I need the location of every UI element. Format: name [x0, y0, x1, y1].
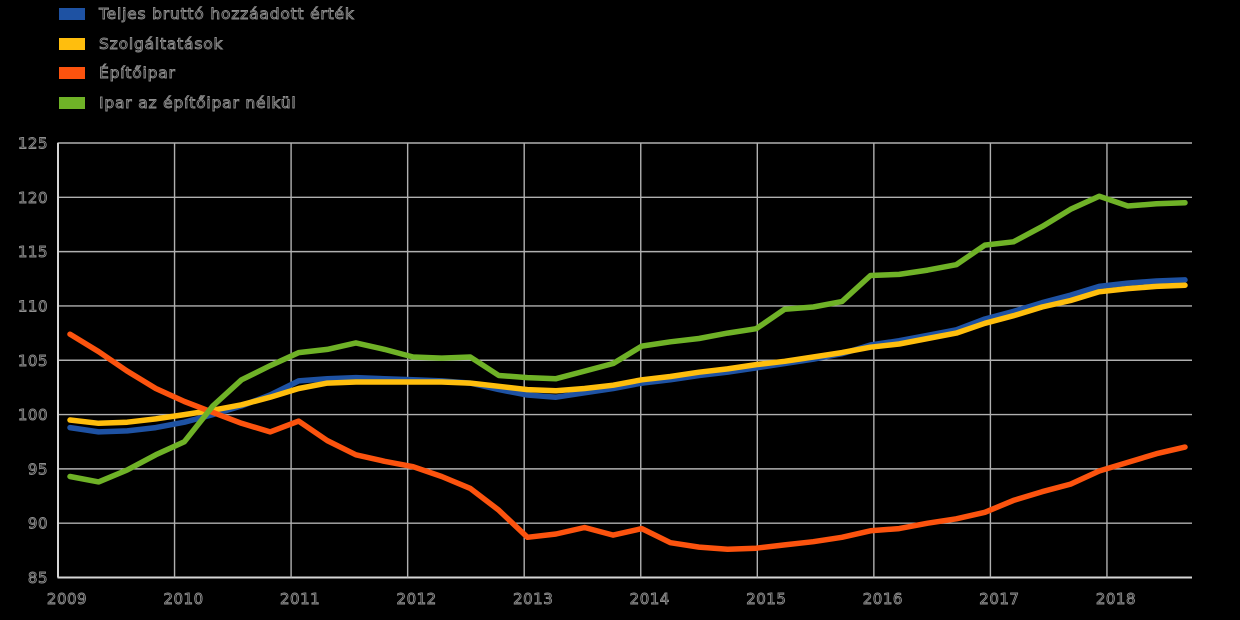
- y-tick-label: 85: [28, 569, 48, 587]
- legend-label: Szolgáltatások: [99, 35, 223, 53]
- y-tick-label: 125: [18, 135, 48, 153]
- chart-legend: Teljes bruttó hozzáadott érték Szolgálta…: [59, 5, 355, 112]
- legend-swatch-blue: [59, 8, 85, 20]
- legend-swatch-yellow: [59, 38, 85, 50]
- y-tick-label: 120: [18, 189, 48, 207]
- legend-item-services: Szolgáltatások: [59, 35, 223, 53]
- series-line--p-t-ipar: [67, 331, 1188, 553]
- x-tick-label: 2016: [863, 590, 903, 608]
- x-tick-label: 2013: [513, 590, 553, 608]
- legend-label: Ipar az építőipar nélkül: [99, 94, 296, 112]
- y-tick-label: 100: [18, 406, 48, 424]
- y-axis-tick-labels: 85 90 95 100 105 110 115 120 125: [17, 134, 48, 587]
- y-tick-label: 95: [28, 460, 48, 478]
- y-tick-label: 105: [18, 352, 48, 370]
- legend-swatch-orange: [59, 67, 85, 79]
- y-tick-label: 110: [18, 297, 48, 315]
- legend-swatch-green: [59, 97, 85, 109]
- y-tick-label: 115: [18, 243, 48, 261]
- x-tick-label: 2018: [1096, 590, 1136, 608]
- legend-item-industry-excl-construction: Ipar az építőipar nélkül: [59, 94, 296, 112]
- x-tick-label: 2015: [746, 590, 786, 608]
- legend-label: Építőipar: [99, 63, 176, 82]
- x-axis-tick-labels: 2009 2010 2011 2012 2013 2014 2015 2016 2017 2018: [46, 590, 1136, 609]
- y-tick-label: 90: [28, 515, 48, 533]
- chart-grid: [57, 142, 1192, 579]
- series-line-szolg-ltat-sok: [67, 282, 1188, 427]
- legend-item-construction: Építőipar: [59, 63, 176, 82]
- legend-label: Teljes bruttó hozzáadott érték: [98, 5, 355, 23]
- x-tick-label: 2009: [47, 590, 87, 608]
- x-tick-label: 2012: [397, 590, 437, 608]
- x-tick-label: 2017: [979, 590, 1019, 608]
- x-tick-label: 2014: [630, 590, 670, 608]
- legend-item-total-gross-value-added: Teljes bruttó hozzáadott érték: [59, 5, 355, 23]
- x-tick-label: 2010: [163, 590, 203, 608]
- series-line-ipar-az-p-t-ipar-n-lk-l: [67, 193, 1188, 485]
- chart-series: [67, 193, 1188, 553]
- x-tick-label: 2011: [280, 590, 320, 608]
